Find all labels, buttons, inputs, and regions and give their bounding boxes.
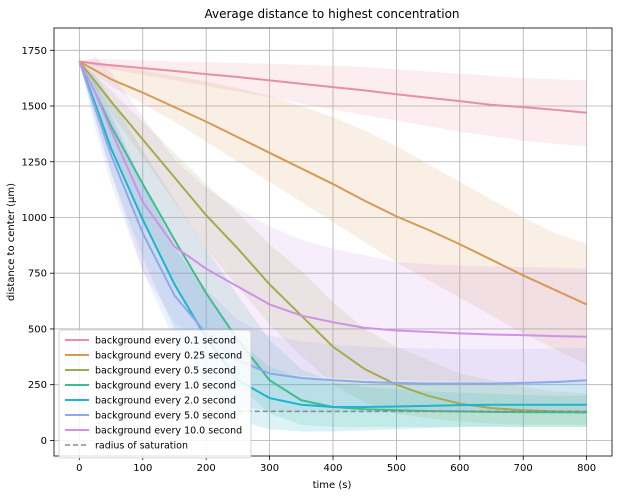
confidence-band [79,61,587,365]
y-tick-label: 1750 [22,46,47,57]
series-line [78,61,587,385]
confidence-band [79,59,587,147]
confidence-band [79,61,587,425]
x-tick-label: 600 [450,463,469,474]
x-tick-label: 200 [197,463,216,474]
x-axis-label: time (s) [313,480,352,491]
legend-entry-label: radius of saturation [95,441,188,452]
y-axis-label: distance to center (μm) [6,183,17,301]
chart-title: Average distance to highest concentratio… [204,7,459,21]
y-tick-label: 1000 [22,213,47,224]
confidence-band [79,56,587,384]
x-tick-label: 0 [76,463,82,474]
series-line [78,60,587,338]
x-tick-label: 300 [260,463,279,474]
x-tick-label: 400 [323,463,342,474]
x-tick-label: 500 [387,463,406,474]
x-tick-label: 700 [514,463,533,474]
legend-entry-label: background every 0.5 second [95,366,236,377]
legend-entry-label: background every 5.0 second [95,411,236,422]
confidence-band [79,61,587,413]
y-tick-label: 250 [28,380,47,391]
series-line [78,60,588,306]
legend-box [58,329,252,459]
x-tick-label: 800 [577,463,596,474]
series-line [78,61,587,408]
legend-entry-label: background every 0.25 second [95,351,242,362]
legend-entry-label: background every 2.0 second [95,396,236,407]
x-tick-label: 100 [133,463,152,474]
y-tick-label: 500 [28,324,47,335]
legend: background every 0.1 second background ev… [58,329,252,459]
y-tick-label: 0 [41,436,47,447]
legend-entry-label: background every 10.0 second [95,426,242,437]
y-tick-label: 1500 [22,102,47,113]
series-line [79,60,587,114]
legend-entry-label: background every 1.0 second [95,381,236,392]
legend-entry-label: background every 0.1 second [95,336,236,347]
y-tick-label: 750 [28,269,47,280]
series-line [78,60,587,413]
y-tick-label: 1250 [22,157,47,168]
